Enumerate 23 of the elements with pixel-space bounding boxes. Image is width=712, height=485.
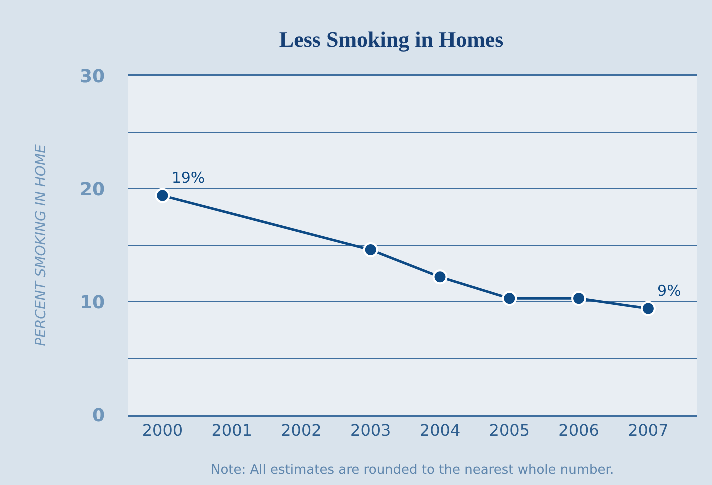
y-tick-label: 0 [92,405,105,426]
x-tick-label: 2003 [350,420,392,440]
x-tick-label: 2006 [558,420,600,440]
point [640,301,656,316]
point [502,291,518,306]
point [432,270,448,285]
chart-title: Less Smoking in Homes [279,26,504,52]
y-tick-label: 20 [80,179,105,200]
point [363,242,378,258]
text: Note: All estimates are rounded to the nearest whole number. [211,463,614,478]
x-tick-label: 2002 [281,420,322,440]
x-tick-label: 2001 [212,420,252,440]
y-axis-title: PERCENT SMOKING IN HOME [34,144,50,346]
x-tick-label: 2004 [420,420,461,440]
point [155,188,170,204]
data-label: 9% [658,282,682,300]
y-tick-label: 30 [80,66,105,88]
x-tick-label: 2000 [142,420,184,440]
point [572,291,587,306]
y-tick-label: 10 [80,292,105,314]
data-label: 19% [172,168,206,187]
x-tick-label: 2005 [489,420,530,440]
x-tick-label: 2007 [628,420,669,440]
